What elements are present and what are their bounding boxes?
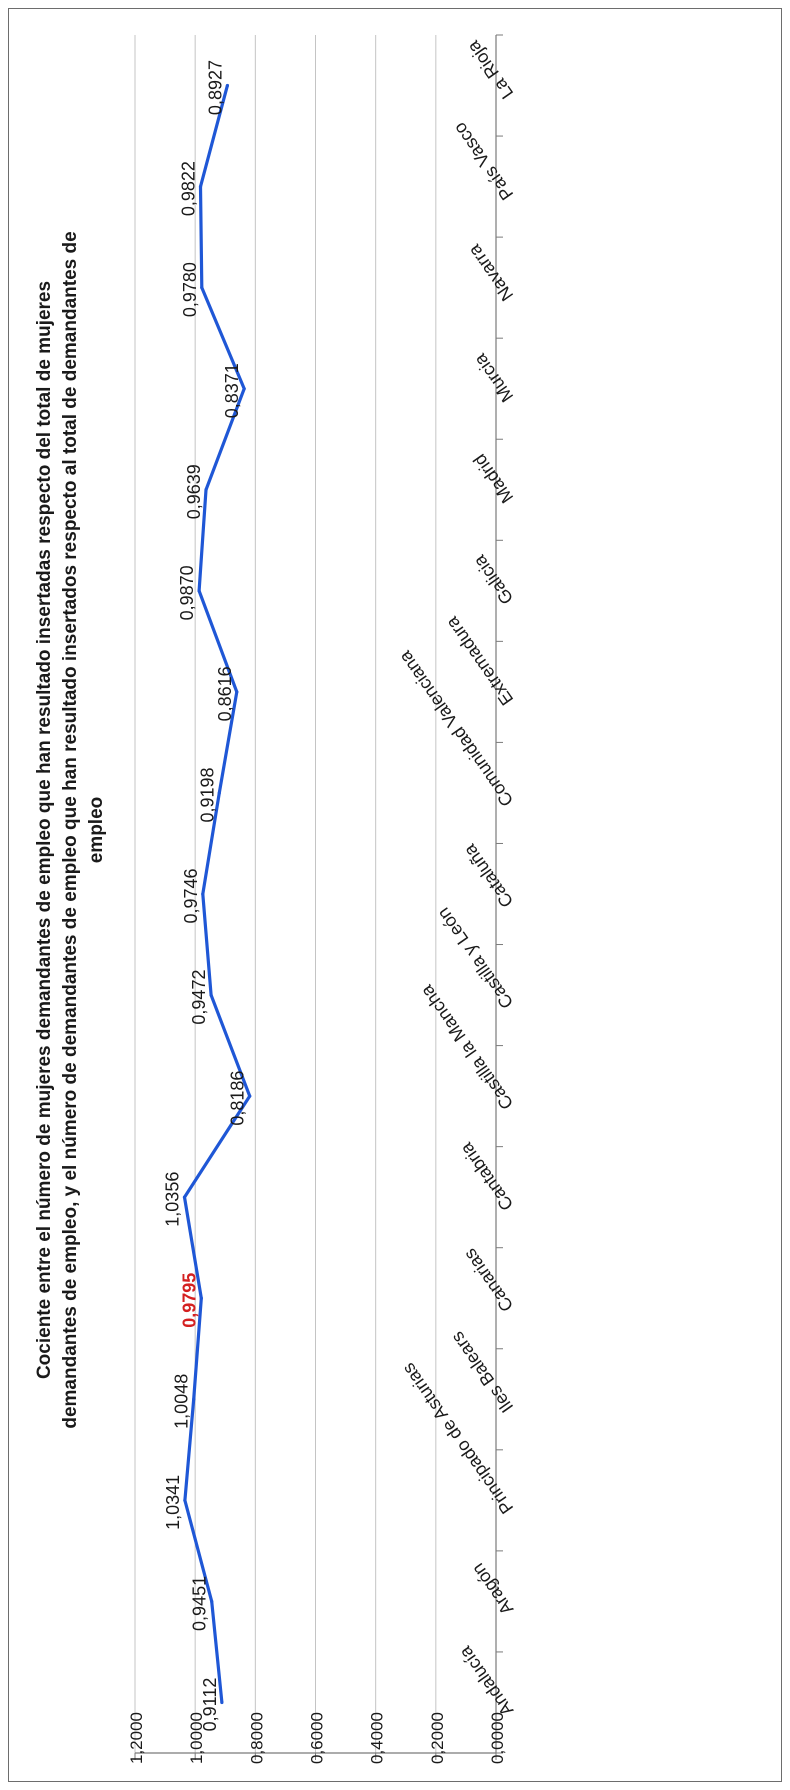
data-label: 1,0356 (162, 1172, 182, 1227)
data-label: 0,8186 (228, 1071, 248, 1126)
data-point (199, 1296, 203, 1300)
category-label: La Rioja (462, 36, 517, 102)
chart-title-line: Cociente entre el número de mujeres dema… (34, 281, 55, 1379)
data-point (242, 387, 246, 391)
data-point (198, 184, 203, 189)
y-tick-label: 0,4000 (368, 1712, 387, 1764)
y-tick-label: 1,0000 (187, 1712, 206, 1764)
data-label: 0,8616 (215, 666, 235, 721)
category-label: Murcia (469, 349, 517, 406)
category-label: Cataluña (459, 840, 517, 911)
gridlines (134, 35, 437, 1753)
category-label: Canarias (460, 1245, 518, 1315)
data-point (220, 1700, 224, 1705)
data-label: 0,9822 (179, 161, 199, 216)
data-label: 0,9639 (184, 464, 204, 519)
data-point (192, 1397, 196, 1401)
data-point (201, 892, 205, 896)
chart-frame (8, 8, 782, 1782)
data-label: 0,9112 (200, 1678, 220, 1732)
category-label: Castilla y León (433, 904, 517, 1012)
data-point (204, 488, 208, 492)
category-label: Aragón (468, 1560, 518, 1619)
category-label: Extremadura (441, 612, 517, 709)
chart-title-line: empleo (86, 797, 107, 864)
y-tick-label: 0,0000 (488, 1712, 507, 1764)
category-label: Galicia (469, 551, 518, 608)
data-labels: 0,9112 0,9451 1,0341 1,0048 0,9795 1,0356 0,81… (162, 60, 247, 1731)
category-label: Andalucía (454, 1642, 517, 1720)
data-point (182, 1195, 187, 1199)
chart-title: Cociente entre el número de mujeres dema… (34, 231, 107, 1428)
data-label: 0,9780 (180, 262, 200, 317)
category-label: País Vasco (449, 119, 517, 204)
category-label: Comunidad Valenciana (394, 646, 517, 810)
y-tick-label: 0,8000 (247, 1712, 266, 1764)
chart-title-line: demandantes de empleo, y el número de de… (60, 231, 81, 1428)
data-label: 0,9870 (177, 565, 197, 620)
category-label: Cantabria (456, 1138, 518, 1214)
data-point (248, 1094, 252, 1098)
category-label: Iles Balears (447, 1328, 517, 1417)
y-tick-label: 0,6000 (308, 1712, 327, 1764)
data-label: 0,9451 (190, 1576, 210, 1631)
data-point (183, 1498, 187, 1502)
data-point (225, 83, 230, 88)
data-label: 1,0341 (163, 1475, 183, 1530)
data-point (210, 1599, 214, 1604)
data-label: 0,9746 (181, 868, 201, 923)
y-tick-label: 1,2000 (127, 1712, 146, 1764)
data-point (217, 791, 221, 795)
axes (134, 34, 503, 1760)
category-label: Madrid (469, 450, 517, 507)
data-label: 0,9198 (197, 767, 217, 822)
data-label: 0,8371 (222, 363, 242, 418)
series-line (182, 83, 252, 1705)
y-tick-label: 0,2000 (428, 1712, 447, 1764)
data-label: 0,9472 (189, 970, 209, 1025)
data-point (200, 286, 204, 290)
data-label: 0,9795 (179, 1273, 199, 1328)
data-point (235, 690, 239, 694)
data-point (209, 993, 213, 997)
category-label: Navarra (464, 240, 518, 305)
y-axis-ticks: 0,0000 0,2000 0,4000 0,6000 0,8000 1,0000 1,20… (127, 1712, 507, 1764)
data-label: 1,0048 (172, 1374, 192, 1429)
data-label: 0,8927 (205, 60, 225, 115)
data-point (197, 589, 201, 593)
